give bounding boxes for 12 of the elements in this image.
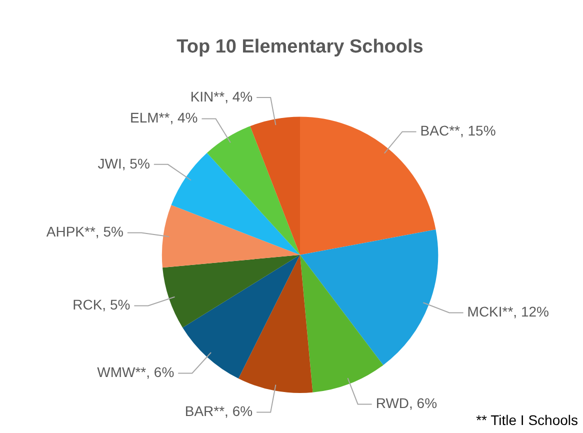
slice-label: RCK, 5% — [72, 296, 130, 313]
slice-label: RWD, 6% — [376, 395, 438, 412]
slice-label: WMW**, 6% — [97, 364, 174, 380]
slice-label: MCKI**, 12% — [467, 304, 549, 320]
text: ** Title I Schools — [476, 412, 578, 428]
slice-label: BAC**, 15% — [420, 122, 496, 139]
slice-label: JWI, 5% — [98, 155, 150, 172]
chart-title: Top 10 Elementary Schools — [176, 36, 424, 58]
slice-label: AHPK**, 5% — [46, 224, 124, 240]
slice-label: ELM**, 4% — [130, 110, 198, 126]
slice-label: KIN**, 4% — [190, 88, 253, 104]
slice-label: BAR**, 6% — [184, 403, 253, 420]
